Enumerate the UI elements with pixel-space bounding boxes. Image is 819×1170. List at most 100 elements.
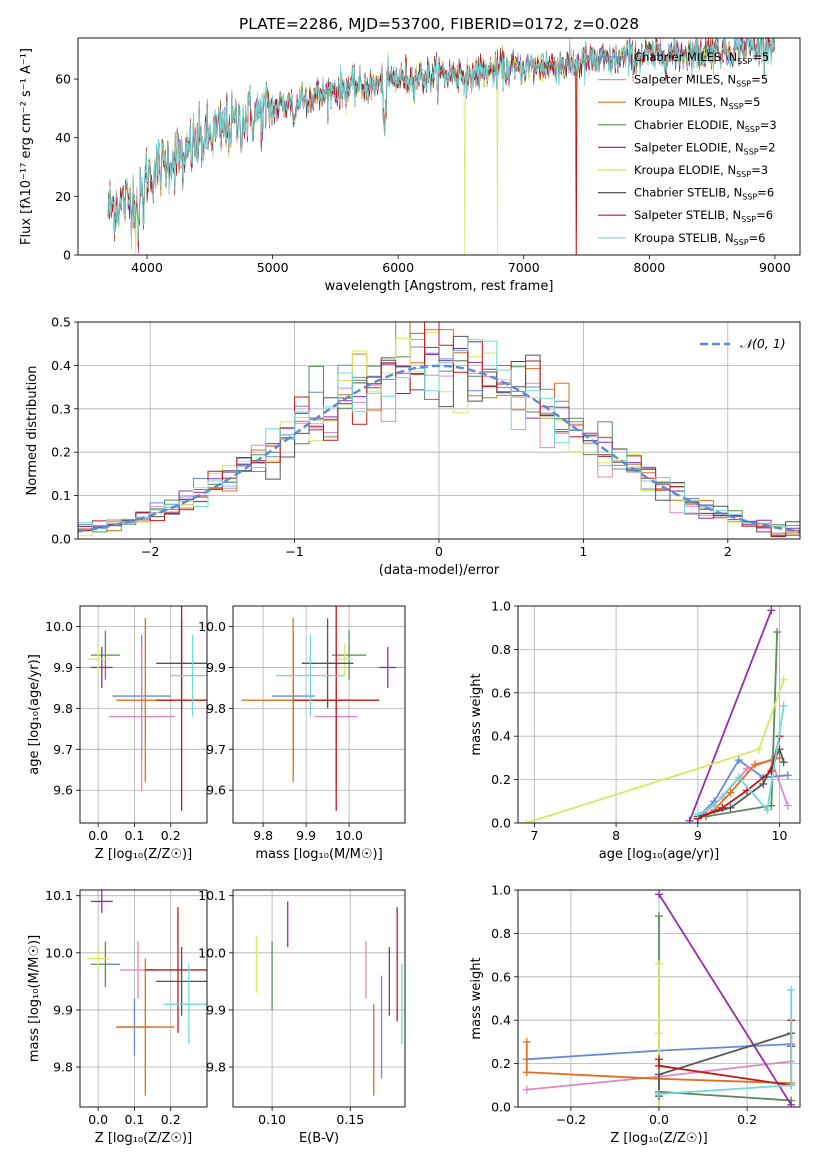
- mass-vs-Z-ytick-label: 9.8: [53, 1060, 73, 1075]
- weight-vs-age-ytick-label: 0.4: [491, 729, 511, 744]
- weight-vs-Z-ytick-label: 0.0: [491, 1100, 511, 1115]
- spectrum-xtick-label: 4000: [131, 260, 163, 275]
- residuals-ytick-label: 0.2: [51, 445, 71, 460]
- mass-vs-Z-ytick-label: 9.9: [53, 1002, 73, 1017]
- spectrum-legend-label: Kroupa STELIB, NSSP=6: [634, 231, 765, 247]
- mass-vs-Z-point-4: [90, 890, 113, 913]
- mass-vs-ebv-ytick-label: 9.9: [206, 1002, 226, 1017]
- spectrum-axes: 4000 5000 6000 7000 8000 9000 0 20 40 60 wavelengt…: [19, 48, 791, 294]
- age-vs-mass-xtick-label: 10.0: [335, 828, 363, 843]
- mass-vs-ebv-xlabel: E(B-V): [299, 1131, 339, 1146]
- residuals-plot-area: [78, 322, 800, 539]
- weight-vs-age-ylabel: mass weight: [469, 673, 484, 755]
- spectrum-ylabel: Flux [fλ10⁻¹⁷ erg cm⁻² s⁻¹ A⁻¹]: [19, 48, 34, 245]
- mass-vs-Z-panel: 0.0 0.1 0.2 9.8 9.9 10.0 10.1 Z [log₁₀(Z/Z☉)] ma…: [27, 888, 208, 1146]
- mass-vs-Z-ytick-label: 10.0: [45, 945, 73, 960]
- spectrum-xtick-label: 7000: [508, 260, 540, 275]
- spectrum-ytick-label: 40: [55, 130, 71, 145]
- age-vs-mass-grid: [233, 606, 405, 823]
- weight-vs-age-frame: [517, 605, 801, 824]
- age-vs-mass-point-8: [276, 634, 345, 717]
- weight-vs-age-plot-area: [522, 606, 792, 823]
- age-vs-Z-point-4: [90, 646, 113, 688]
- age-vs-mass-xlabel: mass [log₁₀(M/M☉)]: [255, 847, 382, 862]
- age-vs-Z-point-7: [156, 606, 207, 811]
- age-vs-mass-ytick-label: 10.0: [198, 619, 226, 634]
- age-vs-mass-axes: 9.8 9.9 10.0 9.6 9.7 9.8 9.9 10.0 mass [log₁₀(M/…: [198, 619, 383, 862]
- age-vs-Z-panel: 0.0 0.1 0.2 9.6 9.7 9.8 9.9 10.0 Z [log₁₀(Z/Z☉)]…: [27, 605, 208, 862]
- age-vs-mass-ytick-label: 9.7: [206, 742, 226, 757]
- age-vs-Z-frame: [79, 605, 208, 824]
- weight-vs-age-grid: [518, 605, 800, 824]
- age-vs-Z-grid: [80, 606, 207, 823]
- residuals-legend: 𝒩(0, 1): [700, 336, 786, 351]
- mass-vs-ebv-panel: 0.10 0.15 9.8 9.9 10.0 10.1 E(B-V): [198, 888, 406, 1146]
- spectrum-xtick-label: 8000: [633, 260, 665, 275]
- spectrum-line-8: [107, 38, 775, 250]
- residuals-ytick-label: 0.1: [51, 488, 71, 503]
- weight-vs-age-series-3: [702, 628, 782, 821]
- age-vs-Z-ytick-label: 10.0: [45, 619, 73, 634]
- age-vs-Z-xtick-label: 0.1: [124, 828, 144, 843]
- weight-vs-Z-ytick-label: 0.2: [491, 1056, 511, 1071]
- age-vs-Z-axes: 0.0 0.1 0.2 9.6 9.7 9.8 9.9 10.0 Z [log₁₀(Z/Z☉)]…: [27, 619, 192, 862]
- age-vs-Z-point-5: [87, 642, 110, 676]
- weight-vs-Z-xtick-label: 0.0: [649, 1112, 669, 1127]
- spectrum-plot-area: [107, 38, 775, 255]
- weight-vs-age-axes: 7 8 9 10 0.0 0.2 0.4 0.6 0.8 1.0 age [log₁₀(age/yr…: [469, 599, 788, 863]
- residuals-xtick-label: 0: [435, 544, 443, 559]
- weight-vs-Z-ytick-label: 0.6: [491, 969, 511, 984]
- mass-vs-Z-ytick-label: 10.1: [45, 888, 73, 903]
- residuals-xtick-label: −2: [141, 544, 159, 559]
- normal-reference-curve: [78, 364, 800, 533]
- weight-vs-Z-ytick-label: 1.0: [491, 883, 511, 898]
- mass-vs-ebv-plot-area: [255, 901, 403, 1096]
- spectrum-ytick-label: 60: [55, 72, 71, 87]
- age-vs-Z-xtick-label: 0.0: [88, 828, 108, 843]
- mass-vs-Z-point-8: [163, 964, 207, 1045]
- weight-vs-age-xtick-label: 8: [612, 828, 620, 843]
- spectrum-legend-label: Salpeter MILES, NSSP=5: [634, 73, 768, 89]
- spectrum-legend-label: Chabrier STELIB, NSSP=6: [634, 186, 774, 202]
- residuals-xlabel: (data-model)/error: [379, 563, 500, 578]
- mass-vs-ebv-ytick-label: 10.0: [198, 945, 226, 960]
- spectrum-xlabel: wavelength [Angstrom, rest frame]: [325, 279, 554, 294]
- weight-vs-age-xtick-label: 7: [530, 828, 538, 843]
- spectrum-legend-label: Salpeter ELODIE, NSSP=2: [634, 140, 776, 156]
- spectrum-legend-label: Kroupa ELODIE, NSSP=3: [634, 163, 768, 179]
- weight-vs-Z-series-4: [655, 890, 796, 1107]
- age-vs-Z-ylabel: age [log₁₀(age/yr)]: [27, 654, 42, 775]
- weight-vs-age-ytick-label: 0.6: [491, 685, 511, 700]
- age-vs-Z-ytick-label: 9.9: [53, 660, 73, 675]
- weight-vs-age-xlabel: age [log₁₀(age/yr)]: [599, 847, 720, 862]
- spectrum-xtick-label: 6000: [382, 260, 414, 275]
- weight-vs-age-ytick-label: 0.8: [491, 642, 511, 657]
- mass-vs-Z-xlabel: Z [log₁₀(Z/Z☉)]: [95, 1131, 192, 1146]
- mass-vs-ebv-axes: 0.10 0.15 9.8 9.9 10.0 10.1 E(B-V): [198, 888, 364, 1146]
- weight-vs-Z-axes: −0.2 0.0 0.2 0.0 0.2 0.4 0.6 0.8 1.0 Z [log₁₀(Z/Z…: [469, 883, 757, 1147]
- mass-vs-Z-axes: 0.0 0.1 0.2 9.8 9.9 10.0 10.1 Z [log₁₀(Z/Z☉)] ma…: [27, 888, 192, 1146]
- mass-vs-ebv-frame: [232, 889, 406, 1108]
- residuals-panel: −2 −1 0 1 2 0.0 0.1 0.2 0.3 0.4 0.5 (data-model)/er…: [25, 315, 801, 578]
- spectrum-frame: [77, 37, 801, 256]
- mass-vs-ebv-grid: [233, 890, 405, 1107]
- age-vs-mass-xtick-label: 9.8: [253, 828, 273, 843]
- residuals-ytick-label: 0.0: [51, 532, 71, 547]
- weight-vs-Z-xtick-label: −0.2: [556, 1112, 586, 1127]
- weight-vs-Z-xtick-label: 0.2: [737, 1112, 757, 1127]
- age-vs-mass-point-5: [336, 642, 354, 676]
- histogram-series-8: [78, 338, 800, 539]
- weight-vs-age-series-4: [685, 606, 776, 823]
- weight-vs-age-panel: 7 8 9 10 0.0 0.2 0.4 0.6 0.8 1.0 age [log₁₀(age/yr…: [469, 599, 801, 863]
- spectrum-legend-label: Kroupa MILES, NSSP=5: [634, 95, 761, 111]
- residuals-ytick-label: 0.4: [51, 358, 71, 373]
- mass-vs-Z-plot-area: [87, 890, 207, 1096]
- mass-vs-ebv-ytick-label: 10.1: [198, 888, 226, 903]
- mass-vs-Z-point-5: [87, 947, 110, 970]
- weight-vs-age-ytick-label: 0.0: [491, 816, 511, 831]
- mass-vs-Z-grid: [80, 890, 207, 1107]
- mass-vs-Z-xtick-label: 0.1: [124, 1112, 144, 1127]
- residuals-xtick-label: 2: [724, 544, 732, 559]
- weight-vs-age-ytick-label: 0.2: [491, 772, 511, 787]
